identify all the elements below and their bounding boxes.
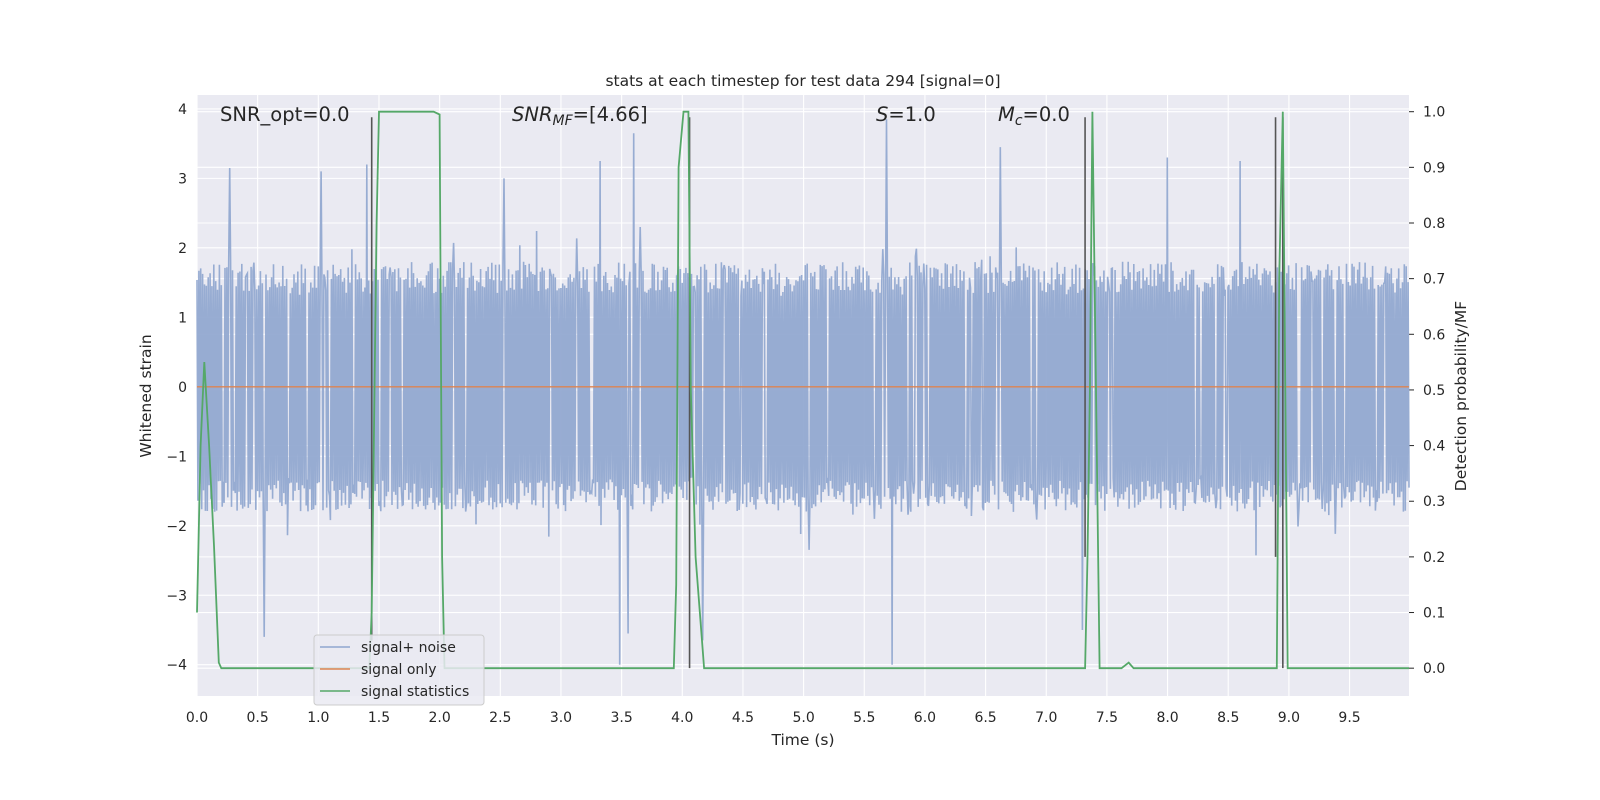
legend-box (313, 634, 485, 706)
right-y-tick-label: 0.8 (1423, 216, 1445, 232)
chart-title: stats at each timestep for test data 294… (605, 72, 1000, 90)
legend-label-signal: signal only (361, 662, 436, 678)
legend-label-noise: signal+ noise (361, 640, 456, 656)
annotation-s: S=1.0 (876, 103, 936, 126)
right-y-tick-label: 0.1 (1423, 606, 1445, 622)
y-tick-labels: 4 3 2 1 0 −1 −2 −3 −4 (166, 102, 187, 674)
s-value: =1.0 (888, 103, 935, 126)
legend-label-statistics: signal statistics (361, 684, 469, 700)
right-y-tick-label: 0.5 (1423, 383, 1445, 399)
y-tick-label: 3 (178, 171, 187, 187)
x-tick-label: 2.0 (429, 710, 451, 726)
legend: signal+ noise signal only signal statist… (313, 634, 485, 706)
snr-mf-value: =[4.66] (573, 103, 648, 126)
x-tick-label: 8.0 (1156, 710, 1178, 726)
y-tick-label: −2 (166, 519, 187, 535)
snr-mf-subscript: MF (553, 113, 574, 129)
right-y-tick-label: 0.6 (1423, 327, 1445, 343)
y-tick-label: −4 (166, 658, 187, 674)
y-tick-label: −1 (166, 449, 187, 465)
mc-value: =0.0 (1023, 103, 1070, 126)
x-tick-label: 6.5 (974, 710, 996, 726)
x-tick-label: 1.0 (307, 710, 329, 726)
s-symbol: S (876, 103, 888, 126)
signal-statistics-line (196, 110, 1409, 670)
y-tick-label: 0 (178, 380, 187, 396)
x-tick-label: 5.0 (792, 710, 814, 726)
signal-statistics-series (196, 110, 1409, 670)
x-tick-label: 6.0 (914, 710, 936, 726)
x-tick-labels: 0.0 0.5 1.0 1.5 2.0 2.5 3.0 3.5 4.0 4.5 5.0 5.5 6.0 6… (186, 710, 1361, 726)
right-y-axis-label: Detection probability/MF (1452, 301, 1470, 492)
x-tick-label: 7.0 (1035, 710, 1057, 726)
right-y-tick-label: 0.4 (1423, 439, 1445, 455)
right-y-tick-label: 0.7 (1423, 272, 1445, 288)
x-tick-label: 9.0 (1278, 710, 1300, 726)
y-tick-label: 2 (178, 241, 187, 257)
signal-noise-line (196, 119, 1410, 665)
x-tick-label: 4.0 (671, 710, 693, 726)
y-axis-label: Whitened strain (137, 334, 155, 457)
x-tick-label: 4.5 (732, 710, 754, 726)
x-tick-label: 1.5 (368, 710, 390, 726)
signal-noise-series (196, 119, 1410, 665)
right-y-tick-label: 0.0 (1423, 661, 1445, 677)
right-y-tick-label: 0.3 (1423, 494, 1445, 510)
annotation-mc: Mc=0.0 (998, 103, 1070, 129)
x-tick-label: 2.5 (489, 710, 511, 726)
x-tick-label: 9.5 (1338, 710, 1360, 726)
snr-mf-symbol: SNR (512, 103, 553, 126)
x-tick-label: 8.5 (1217, 710, 1239, 726)
x-tick-label: 0.0 (186, 710, 208, 726)
y-tick-label: 4 (178, 102, 187, 118)
right-y-tick-label: 0.2 (1423, 550, 1445, 566)
x-axis-label: Time (s) (770, 731, 834, 749)
annotation-snr-opt: SNR_opt=0.0 (220, 103, 350, 126)
mc-subscript: c (1015, 113, 1023, 129)
mc-symbol: M (998, 103, 1015, 126)
y-tick-label: −3 (166, 588, 187, 604)
y-tick-label: 1 (178, 310, 187, 326)
annotation-snr-mf: SNRMF=[4.66] (512, 103, 648, 129)
right-y-tick-labels: 1.0 0.9 0.8 0.7 0.6 0.5 0.4 0.3 0.2 0.1 0.0 (1423, 105, 1445, 677)
right-y-tick-label: 0.9 (1423, 160, 1445, 176)
x-tick-label: 3.0 (550, 710, 572, 726)
right-y-tick-label: 1.0 (1423, 105, 1445, 121)
x-tick-label: 0.5 (247, 710, 269, 726)
x-tick-label: 3.5 (610, 710, 632, 726)
x-tick-label: 5.5 (853, 710, 875, 726)
x-tick-label: 7.5 (1096, 710, 1118, 726)
